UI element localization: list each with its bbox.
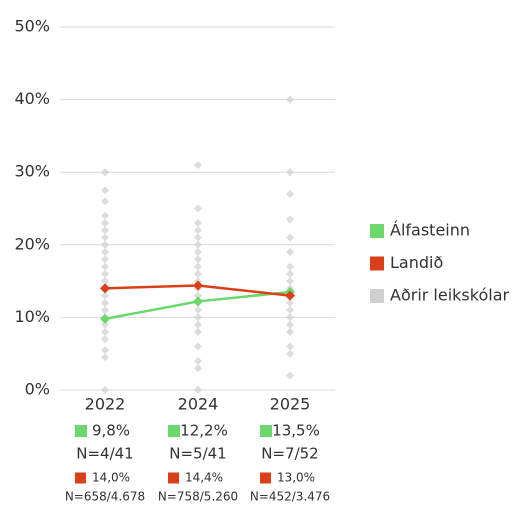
scatter-point [286,248,294,257]
x-tick-label: 2022 [85,395,126,414]
legend-swatch [370,289,384,303]
scatter-point [101,262,109,271]
scatter-point [101,248,109,257]
scatter-point [194,160,202,169]
scatter-point [194,291,202,300]
scatter-point [101,168,109,177]
label-swatch [260,472,271,484]
scatter-point [101,219,109,228]
series-marker [193,296,203,307]
n-label: N=452/3.476 [250,490,330,504]
scatter-point [101,306,109,315]
n-label: N=4/41 [76,445,133,463]
y-tick-label: 50% [14,17,50,36]
scatter-point [194,313,202,322]
scatter-point [286,320,294,329]
scatter-point [101,277,109,286]
n-label: N=5/41 [169,445,226,463]
scatter-point [101,353,109,362]
scatter-point [286,327,294,336]
n-label: N=658/4.678 [65,490,145,504]
scatter-point [101,186,109,195]
scatter-point [194,233,202,242]
label-swatch [168,425,180,437]
y-tick-label: 0% [25,380,50,399]
scatter-point [101,233,109,242]
scatter-point [101,269,109,278]
scatter-point [194,204,202,213]
scatter-point [101,335,109,344]
scatter-point [286,168,294,177]
scatter-point [101,211,109,220]
legend-swatch [370,224,384,238]
y-tick-label: 30% [14,162,50,181]
legend-swatch [370,256,384,271]
scatter-point [194,386,202,394]
series-marker [100,283,110,294]
legend-label: Álfasteinn [390,221,470,240]
scatter-point [101,298,109,307]
scatter-point [194,226,202,235]
scatter-point [194,327,202,336]
label-swatch [75,425,87,437]
scatter-point [286,269,294,278]
scatter-point [101,255,109,264]
scatter-point [194,320,202,329]
series-marker [100,313,110,324]
legend-label: Aðrir leikskólar [390,286,509,305]
scatter-point [194,255,202,264]
legend-label: Landið [390,253,443,272]
scatter-point [194,262,202,271]
scatter-point [101,327,109,336]
label-swatch [75,472,86,484]
scatter-point [286,215,294,224]
scatter-point [286,277,294,286]
scatter-point [286,349,294,358]
scatter-point [194,342,202,351]
label-swatch [260,425,272,437]
scatter-point [286,233,294,242]
value-label: 12,2% [180,422,228,440]
value-label: 9,8% [92,422,130,440]
scatter-point [194,364,202,373]
scatter-point [286,306,294,315]
value-label: 14,0% [92,471,130,485]
value-label: 13,0% [277,471,315,485]
scatter-point [194,356,202,365]
scatter-point [286,95,294,104]
scatter-point [286,262,294,271]
y-tick-label: 10% [14,307,50,326]
value-label: 14,4% [185,471,223,485]
scatter-point [194,248,202,257]
scatter-point [101,197,109,206]
scatter-point [286,313,294,322]
scatter-point [101,291,109,300]
scatter-point [194,306,202,315]
scatter-point [101,226,109,235]
series-marker [193,280,203,291]
scatter-point [101,240,109,249]
y-tick-label: 20% [14,234,50,253]
label-swatch [168,472,179,484]
scatter-point [194,269,202,278]
series-marker [285,290,295,301]
scatter-point [286,371,294,380]
scatter-point [101,346,109,355]
scatter-point [286,342,294,351]
x-tick-label: 2025 [270,395,311,414]
n-label: N=7/52 [261,445,318,463]
scatter-point [101,386,109,394]
n-label: N=758/5.260 [158,490,238,504]
x-tick-label: 2024 [178,395,219,414]
value-label: 13,5% [272,422,320,440]
y-tick-label: 40% [14,89,50,108]
scatter-point [101,320,109,329]
scatter-point [194,240,202,249]
scatter-point [194,219,202,228]
scatter-point [286,189,294,198]
scatter-point [286,298,294,307]
